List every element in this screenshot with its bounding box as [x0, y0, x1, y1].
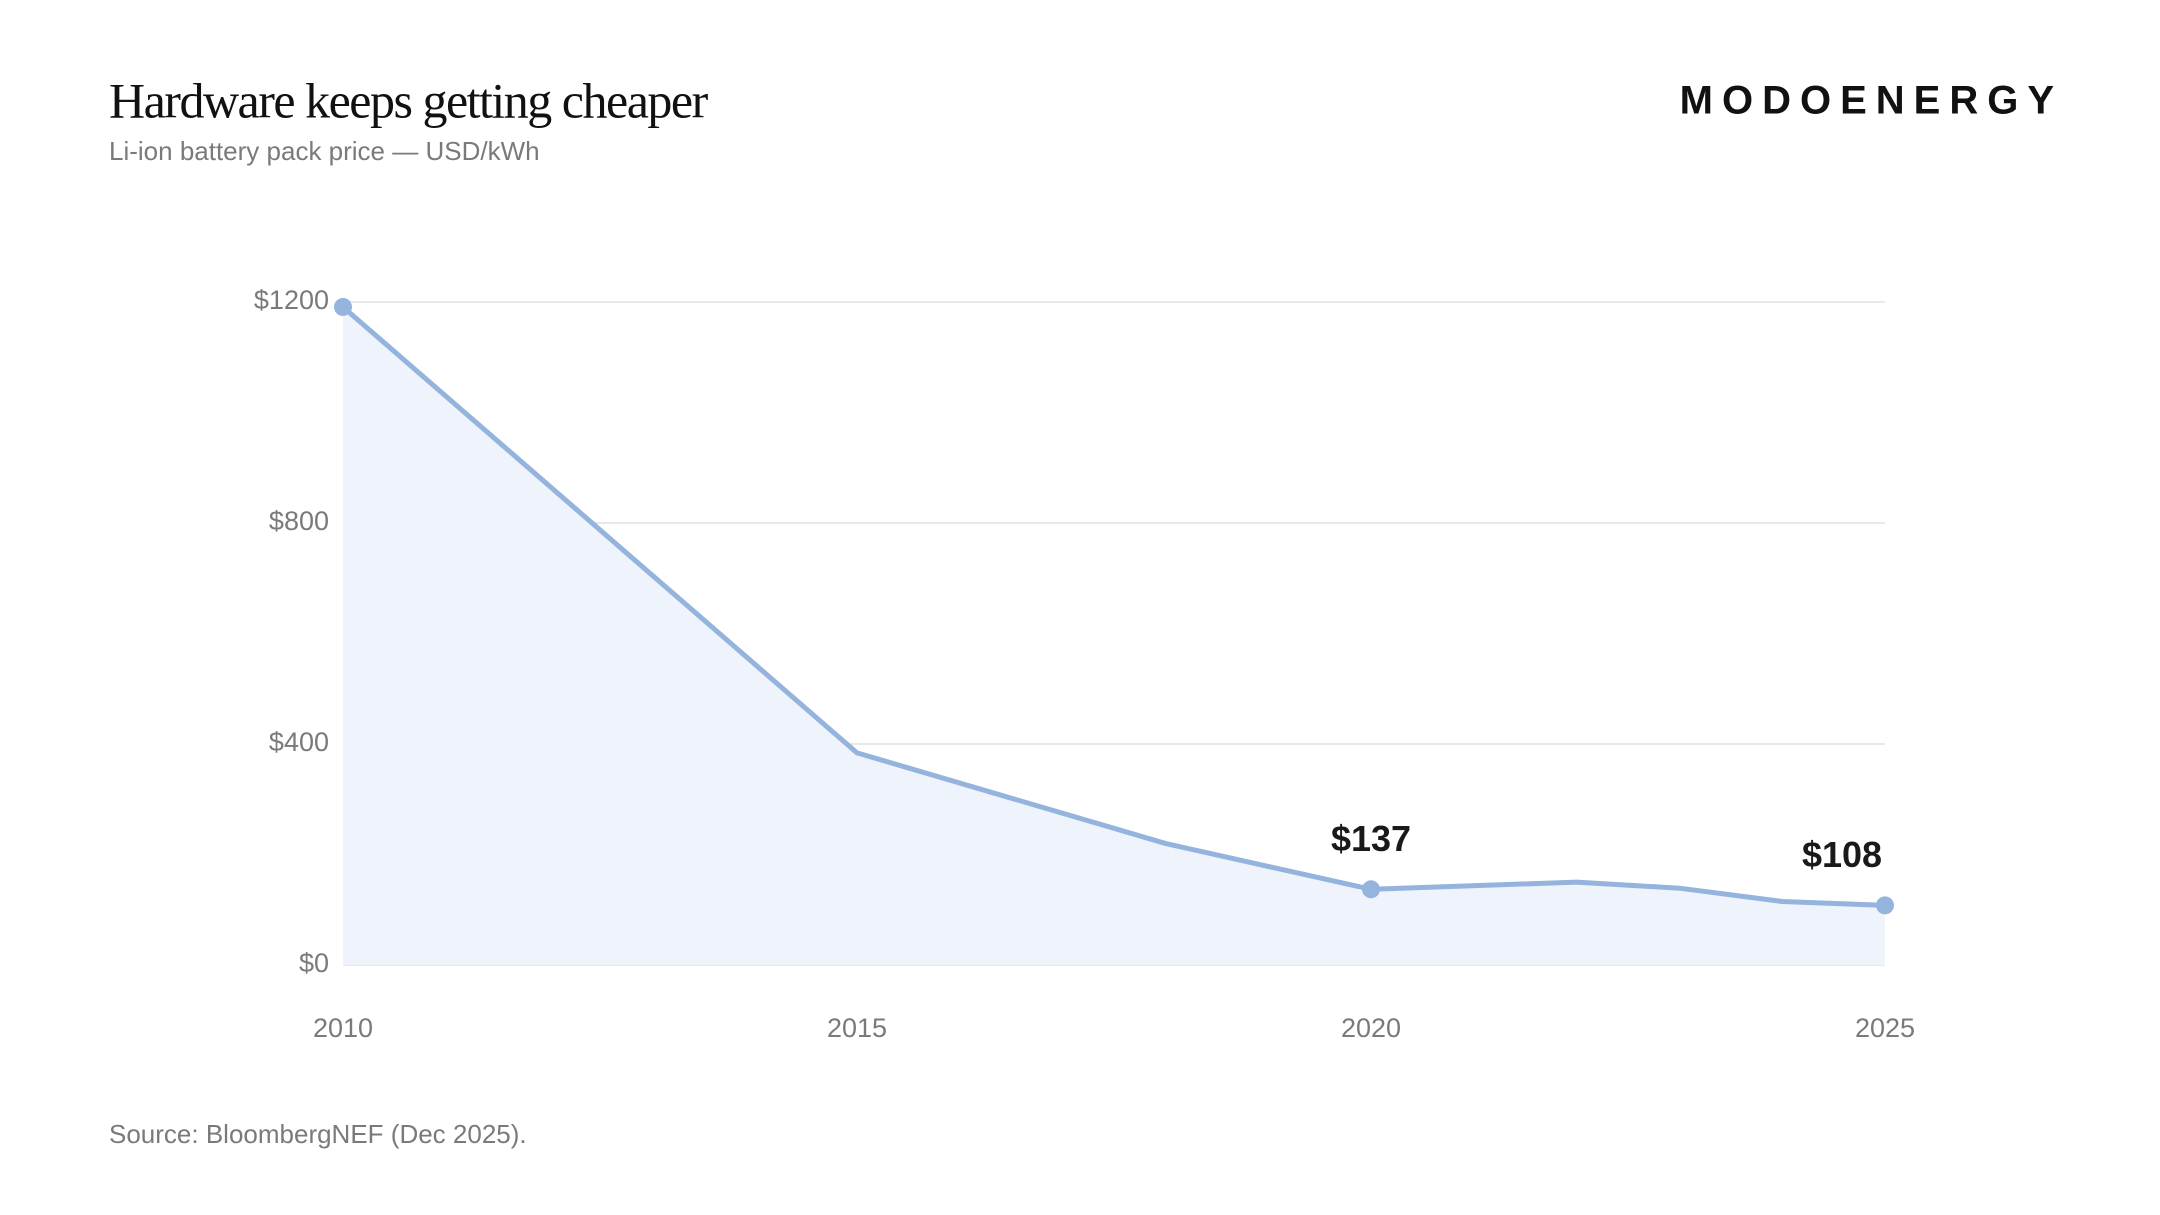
point: [334, 297, 352, 316]
y-tick-label: $400: [269, 727, 329, 757]
x-tick-label: 2025: [1855, 1013, 1915, 1043]
x-tick-label: 2010: [313, 1013, 373, 1043]
logo: MODOENERGY: [1680, 79, 2063, 123]
chart-title: Hardware keeps getting cheaper: [109, 72, 709, 128]
point: [1876, 896, 1894, 915]
y-tick-label: $1200: [254, 285, 329, 315]
data-label: $108: [1802, 834, 1882, 875]
source: Source: BloombergNEF (Dec 2025).: [109, 1119, 527, 1149]
x-tick-label: 2020: [1341, 1013, 1401, 1043]
x-tick-label: 2015: [827, 1013, 887, 1043]
line: [341, 305, 1886, 908]
y-tick-label: $0: [299, 948, 329, 978]
y-tick-label: $800: [269, 506, 329, 536]
area: [343, 306, 1885, 965]
data-label: $137: [1331, 818, 1411, 859]
point: [1362, 880, 1380, 899]
subtitle: Li-ion battery pack price — USD/kWh: [109, 136, 540, 166]
